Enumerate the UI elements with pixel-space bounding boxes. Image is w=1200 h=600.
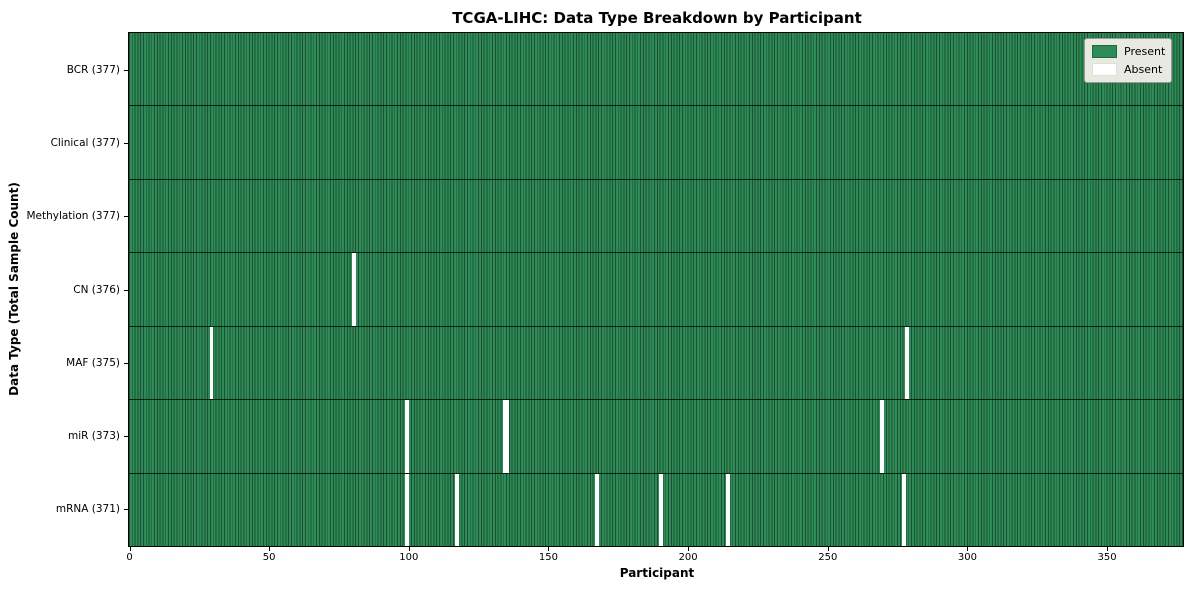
absent-cell <box>209 326 214 400</box>
absent-cell <box>455 473 459 546</box>
y-tick-label: Clinical (377) <box>50 137 120 150</box>
y-tick <box>124 435 128 437</box>
chart-title: TCGA-LIHC: Data Type Breakdown by Partic… <box>452 9 862 27</box>
x-tick <box>408 546 410 551</box>
legend-label-absent: Absent <box>1124 63 1163 76</box>
x-tick-label: 0 <box>126 552 133 563</box>
legend: Present Absent <box>1084 38 1172 83</box>
heatmap-row-mRNA <box>129 472 1183 546</box>
x-tick-label: 250 <box>818 552 838 563</box>
absent-cell <box>502 400 507 473</box>
x-tick-label: 150 <box>538 552 558 563</box>
y-tick-label: miR (373) <box>67 429 120 442</box>
absent-cell <box>595 473 599 546</box>
y-tick <box>124 289 128 291</box>
x-tick <box>269 546 271 551</box>
y-tick-label: BCR (377) <box>66 64 120 77</box>
absent-cell <box>405 473 409 546</box>
absent-cell <box>352 253 356 326</box>
x-tick-label: 50 <box>262 552 276 563</box>
x-tick-label: 100 <box>399 552 419 563</box>
heatmap-row-miR <box>129 399 1183 473</box>
absent-cell <box>505 400 510 473</box>
legend-swatch-absent <box>1092 63 1117 76</box>
x-tick <box>129 546 131 551</box>
y-tick-label: MAF (375) <box>66 356 120 369</box>
y-tick <box>124 216 128 218</box>
x-tick <box>1107 546 1109 551</box>
y-tick <box>124 70 128 72</box>
heatmap-row-CN <box>129 252 1183 326</box>
absent-cell <box>659 473 663 546</box>
x-tick <box>548 546 550 551</box>
x-tick-label: 300 <box>957 552 977 563</box>
x-axis-title: Participant <box>619 566 695 580</box>
legend-label-present: Present <box>1124 45 1166 58</box>
y-tick <box>124 143 128 145</box>
heatmap-row-MAF <box>129 325 1183 400</box>
y-tick <box>124 508 128 510</box>
absent-cell <box>726 473 730 546</box>
absent-cell <box>902 473 906 546</box>
x-tick <box>688 546 690 551</box>
x-tick <box>827 546 829 551</box>
x-tick <box>967 546 969 551</box>
legend-entry-absent: Absent <box>1092 63 1163 76</box>
y-tick-label: Methylation (377) <box>26 210 120 223</box>
y-tick <box>124 362 128 364</box>
y-tick-label: mRNA (371) <box>55 502 120 515</box>
heatmap-row-Clinical <box>129 105 1183 179</box>
heatmap-plot <box>128 32 1184 547</box>
legend-entry-present: Present <box>1092 45 1166 58</box>
absent-cell <box>905 326 909 400</box>
heatmap-row-Methylation <box>129 178 1183 253</box>
x-tick-label: 350 <box>1097 552 1117 563</box>
legend-swatch-present <box>1092 45 1117 58</box>
heatmap-row-BCR <box>129 33 1183 106</box>
absent-cell <box>405 400 409 473</box>
absent-cell <box>879 400 884 473</box>
x-tick-label: 200 <box>678 552 698 563</box>
y-tick-label: CN (376) <box>73 283 120 296</box>
